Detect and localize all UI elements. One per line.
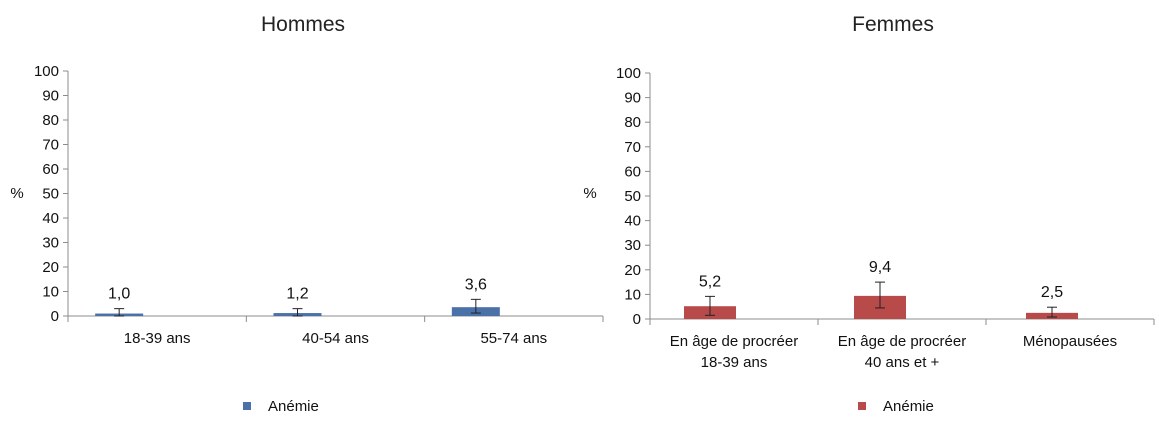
y-tick-label: 100 (616, 65, 641, 82)
y-tick-label: 40 (624, 213, 641, 230)
chart-title: Femmes (852, 13, 934, 36)
data-label: 5,2 (699, 273, 721, 290)
y-tick-label: 80 (624, 114, 641, 131)
chart-femmes: Femmes% 0 10 20 30 40 50 60 70 80 90 100 En âge de p… (583, 13, 1155, 415)
y-tick-label: 50 (42, 186, 59, 203)
y-tick-label: 30 (624, 237, 641, 254)
y-tick-label: 30 (42, 235, 59, 252)
data-label: 9,4 (869, 259, 891, 276)
y-tick-label: 0 (633, 311, 641, 328)
chart-hommes: Hommes% 0 10 20 30 40 50 60 70 80 90 100 18-39 ans 1,… (10, 13, 604, 415)
x-tick-label: 18-39 ans (701, 354, 768, 371)
y-tick-label: 10 (624, 286, 641, 303)
data-label: 1,0 (108, 286, 130, 303)
y-tick-label: 80 (42, 112, 59, 129)
x-tick-label: 18-39 ans (124, 330, 191, 347)
y-tick-label: 20 (42, 259, 59, 276)
data-label: 1,2 (286, 286, 308, 303)
y-tick-label: 90 (42, 88, 59, 105)
y-tick-label: 40 (42, 210, 59, 227)
x-tick-label: En âge de procréer (838, 333, 966, 350)
chart-title: Hommes (261, 13, 345, 36)
x-tick-label: 40 ans et + (865, 354, 940, 371)
legend-label: Anémie (268, 398, 319, 415)
legend-swatch (243, 402, 251, 410)
y-axis-label: % (583, 185, 596, 202)
y-tick-label: 0 (51, 308, 59, 325)
data-label: 3,6 (465, 276, 487, 293)
y-tick-label: 70 (42, 137, 59, 154)
y-tick-label: 50 (624, 188, 641, 205)
y-tick-label: 60 (624, 163, 641, 180)
x-tick-label: Ménopausées (1023, 333, 1117, 350)
y-tick-label: 20 (624, 262, 641, 279)
x-tick-label: 55-74 ans (480, 330, 547, 347)
y-axis-label: % (10, 185, 23, 202)
legend-swatch (858, 402, 866, 410)
legend-label: Anémie (883, 398, 934, 415)
y-tick-label: 70 (624, 139, 641, 156)
y-tick-label: 100 (34, 63, 59, 80)
data-label: 2,5 (1041, 284, 1063, 301)
y-tick-label: 60 (42, 161, 59, 178)
y-tick-label: 90 (624, 90, 641, 107)
y-tick-label: 10 (42, 284, 59, 301)
x-tick-label: En âge de procréer (670, 333, 798, 350)
x-tick-label: 40-54 ans (302, 330, 369, 347)
